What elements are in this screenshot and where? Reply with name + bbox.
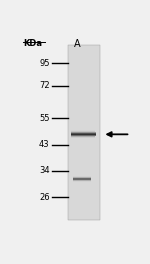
- Text: 43: 43: [39, 140, 50, 149]
- Text: 26: 26: [39, 193, 50, 202]
- Text: A: A: [74, 39, 81, 49]
- Text: KDa: KDa: [23, 39, 42, 48]
- Text: 95: 95: [39, 59, 50, 68]
- Text: 72: 72: [39, 81, 50, 90]
- Text: 55: 55: [39, 114, 50, 122]
- Text: 34: 34: [39, 166, 50, 175]
- Bar: [68, 45, 100, 220]
